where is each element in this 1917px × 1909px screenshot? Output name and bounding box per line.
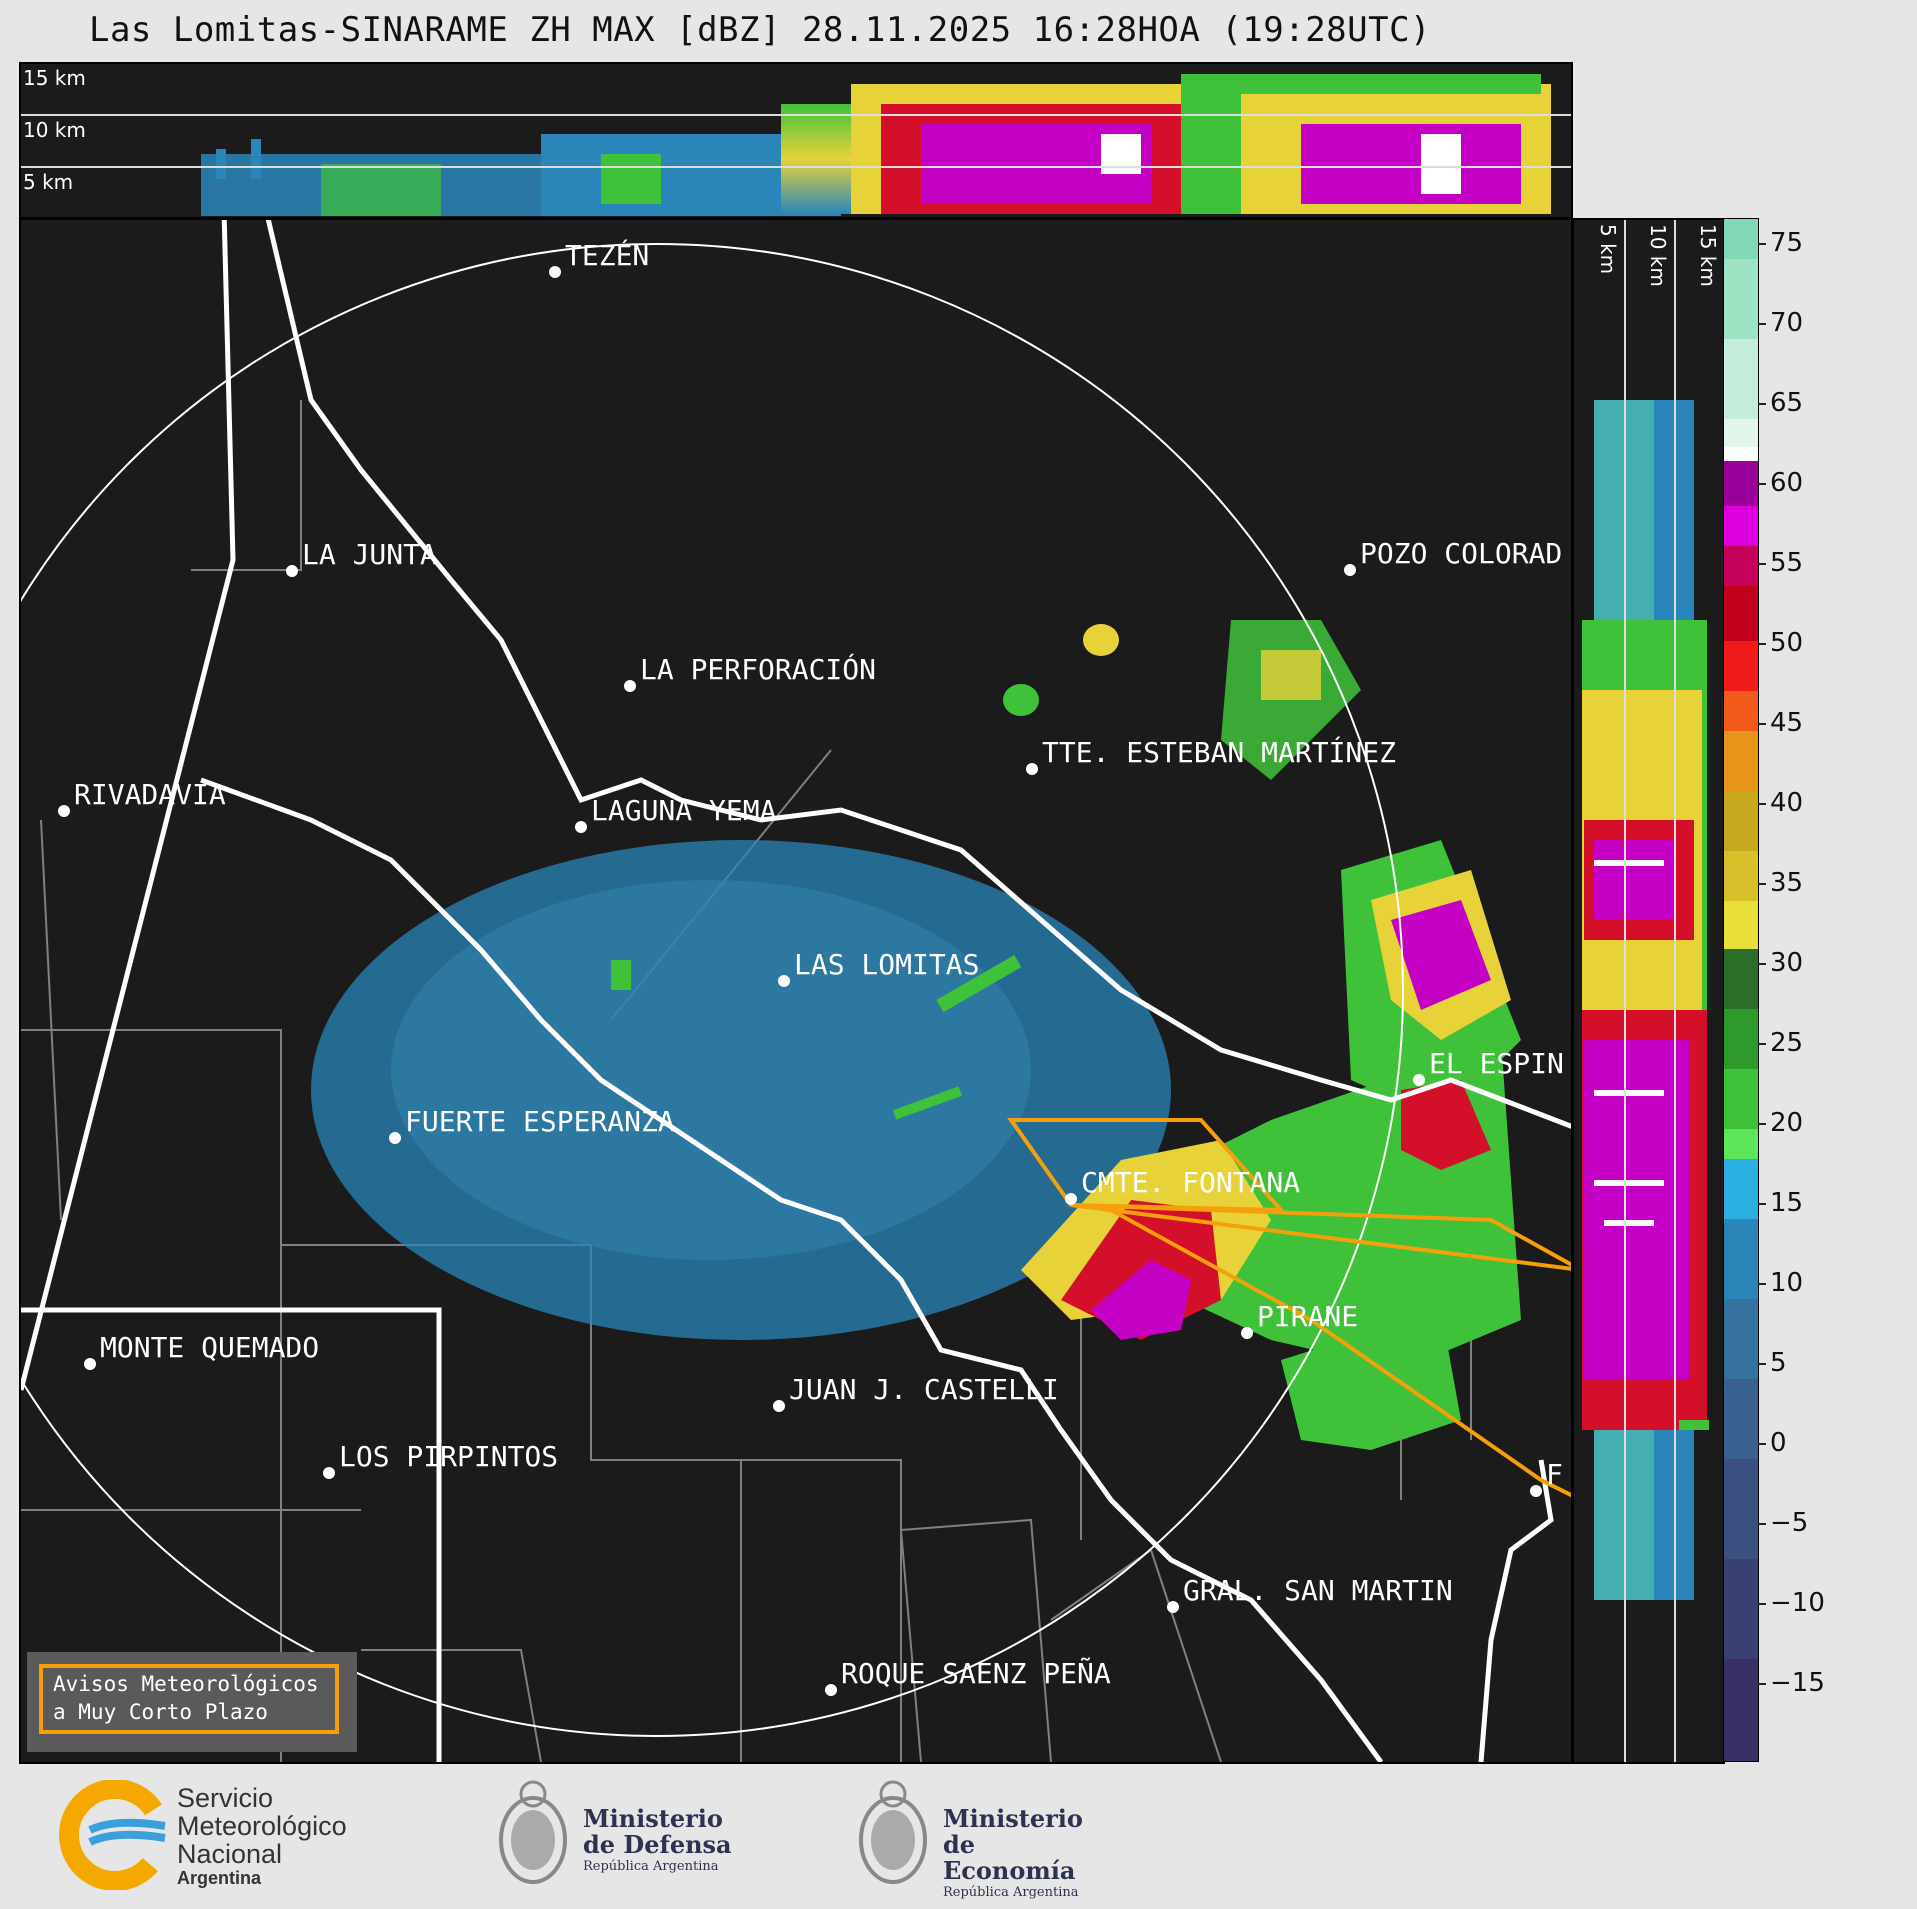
city-label: LAS LOMITAS: [794, 948, 980, 981]
colorbar-tick-label: 35: [1770, 868, 1804, 898]
city-label: ROQUE SAENZ PEÑA: [841, 1657, 1111, 1690]
height-label-5km: 5 km: [23, 170, 74, 194]
warning-link-line1: Avisos Meteorológicos: [53, 1672, 319, 1696]
city-label: LA PERFORACIÓN: [640, 653, 877, 686]
economia-logo-line1: Ministerio: [943, 1804, 1083, 1833]
city-label: MONTE QUEMADO: [100, 1331, 320, 1364]
colorbar-tick-label: 70: [1770, 308, 1804, 338]
colorbar-tick: [1758, 403, 1766, 405]
colorbar-tick: [1758, 1363, 1766, 1365]
colorbar-tick: [1758, 1123, 1766, 1125]
height-label-10km: 10 km: [1646, 224, 1670, 287]
colorbar-tick: [1758, 1443, 1766, 1445]
colorbar-tick-label: −10: [1770, 1588, 1825, 1618]
city-label: LAGUNA YEMA: [591, 794, 777, 827]
colorbar-tick-label: 60: [1770, 468, 1804, 498]
colorbar-tick-label: 55: [1770, 548, 1804, 578]
defensa-logo: Ministerio de Defensa República Argentin…: [495, 1770, 755, 1900]
colorbar-tick: [1758, 803, 1766, 805]
colorbar-tick-label: 25: [1770, 1028, 1804, 1058]
colorbar-tick: [1758, 1523, 1766, 1525]
height-label-5km: 5 km: [1596, 224, 1620, 275]
colorbar-tick: [1758, 483, 1766, 485]
city-label: EL ESPIN: [1429, 1047, 1564, 1080]
colorbar-tick: [1758, 643, 1766, 645]
top-cross-section-echoes: [201, 74, 1551, 216]
side-cross-section-echoes: [1582, 400, 1709, 1600]
height-label-15km: 15 km: [1696, 224, 1720, 287]
side-cross-section-panel: 5 km 10 km 15 km: [1572, 218, 1725, 1764]
defensa-logo-line1: Ministerio: [583, 1804, 723, 1833]
city-label: TTE. ESTEBAN MARTÍNEZ: [1042, 736, 1397, 769]
city-label: RIVADAVIA: [74, 778, 226, 811]
smn-logo-icon: [59, 1780, 171, 1890]
height-line-10km: [21, 114, 1571, 116]
smn-logo: Servicio Meteorológico Nacional Argentin…: [55, 1780, 395, 1890]
colorbar-tick: [1758, 1203, 1766, 1205]
colorbar-tick-label: 65: [1770, 388, 1804, 418]
city-label: TEZÉN: [565, 239, 650, 272]
colorbar-tick: [1758, 1683, 1766, 1685]
colorbar-tick: [1758, 723, 1766, 725]
colorbar-tick-label: −15: [1770, 1668, 1825, 1698]
colorbar-tick: [1758, 1283, 1766, 1285]
city-label: LA JUNTA: [302, 538, 437, 571]
page-title: Las Lomitas-SINARAME ZH MAX [dBZ] 28.11.…: [88, 10, 1432, 50]
radar-echoes: [311, 620, 1521, 1450]
colorbar-tick: [1758, 323, 1766, 325]
height-line-5km: [1624, 220, 1626, 1762]
smn-logo-line4: Argentina: [177, 1868, 262, 1888]
city-label: LOS PIRPINTOS: [339, 1440, 559, 1473]
smn-logo-line3: Nacional: [177, 1839, 283, 1869]
colorbar-tick-label: 45: [1770, 708, 1804, 738]
colorbar-tick: [1758, 563, 1766, 565]
city-label: CMTE. FONTANA: [1081, 1166, 1301, 1199]
warning-polygons: [1007, 1118, 1571, 1498]
radar-map-canvas: [21, 220, 1571, 1762]
city-label: JUAN J. CASTELLI: [789, 1373, 1059, 1406]
smn-logo-line2: Meteorológico: [177, 1811, 347, 1841]
top-cross-section-panel: 15 km 10 km 5 km: [19, 62, 1573, 219]
coat-of-arms-icon: [499, 1780, 567, 1884]
city-label: PIRANE: [1257, 1300, 1359, 1333]
economia-logo: Ministerio de Economía República Argenti…: [855, 1770, 1115, 1900]
height-label-15km: 15 km: [23, 66, 86, 90]
colorbar-gradient: [1724, 219, 1758, 1761]
height-line-10km: [1674, 220, 1676, 1762]
coat-of-arms-icon: [859, 1780, 927, 1884]
city-label: GRAL. SAN MARTIN: [1183, 1574, 1453, 1607]
colorbar-tick: [1758, 243, 1766, 245]
colorbar-tick-label: 0: [1770, 1428, 1787, 1458]
colorbar-tick-label: 5: [1770, 1348, 1787, 1378]
colorbar-tick-label: 10: [1770, 1268, 1804, 1298]
city-label: POZO COLORAD: [1360, 537, 1563, 570]
warning-link-box[interactable]: Avisos Meteorológicos a Muy Corto Plazo: [27, 1652, 357, 1752]
colorbar-tick-label: 30: [1770, 948, 1804, 978]
warning-link-frame[interactable]: Avisos Meteorológicos a Muy Corto Plazo: [39, 1664, 339, 1734]
colorbar-tick-label: 15: [1770, 1188, 1804, 1218]
city-label: F: [1546, 1458, 1563, 1491]
colorbar-tick-label: 20: [1770, 1108, 1804, 1138]
colorbar-tick-label: −5: [1770, 1508, 1809, 1538]
colorbar-tick-label: 40: [1770, 788, 1804, 818]
smn-logo-line1: Servicio: [177, 1783, 274, 1813]
defensa-logo-line2: de Defensa: [583, 1830, 732, 1859]
radar-map-panel: TEZÉN LA JUNTA POZO COLORAD LA PERFORACI…: [19, 218, 1573, 1764]
economia-logo-line3: República Argentina: [943, 1885, 1079, 1900]
city-label: FUERTE ESPERANZA: [405, 1105, 675, 1138]
warning-link-line2: a Muy Corto Plazo: [53, 1700, 268, 1724]
dbz-colorbar: [1723, 218, 1759, 1762]
colorbar-tick: [1758, 1603, 1766, 1605]
province-borders: [21, 220, 1571, 1762]
colorbar-tick: [1758, 883, 1766, 885]
height-line-5km: [21, 166, 1571, 168]
range-ring: [21, 243, 1404, 1737]
defensa-logo-line3: República Argentina: [583, 1859, 719, 1874]
colorbar-tick: [1758, 1043, 1766, 1045]
height-label-10km: 10 km: [23, 118, 86, 142]
colorbar-tick: [1758, 963, 1766, 965]
colorbar-tick-label: 75: [1770, 228, 1804, 258]
economia-logo-line2: de Economía: [943, 1830, 1076, 1885]
colorbar-tick-label: 50: [1770, 628, 1804, 658]
